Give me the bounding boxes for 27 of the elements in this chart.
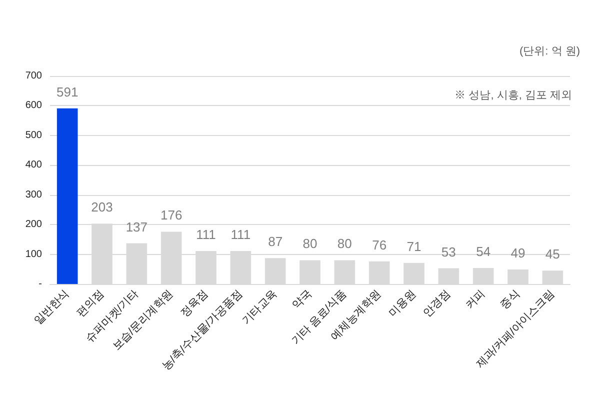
- y-tick-label: 300: [25, 189, 42, 200]
- data-label: 49: [510, 245, 526, 260]
- data-label: 591: [56, 84, 78, 100]
- text: (단위: 억 원): [520, 46, 580, 58]
- data-label: 54: [476, 244, 491, 259]
- y-tick-label: 600: [25, 100, 42, 112]
- data-label: 111: [196, 227, 216, 242]
- data-label: 137: [126, 219, 148, 234]
- y-tick-label: 100: [25, 248, 42, 260]
- y-tick-label: 200: [25, 219, 42, 230]
- annotation: ※ 성남, 시흥, 김포 제외: [454, 90, 572, 102]
- data-label: 80: [337, 236, 352, 252]
- x-tick-label: 약국: [290, 288, 314, 312]
- data-label: 45: [545, 246, 560, 262]
- data-label: 87: [268, 234, 283, 250]
- bar: [56, 108, 78, 284]
- data-label: 80: [302, 236, 318, 252]
- data-label: 176: [160, 208, 182, 223]
- y-tick-label: 500: [25, 130, 42, 141]
- data-label: 203: [91, 200, 113, 215]
- data-label: 53: [441, 244, 456, 260]
- data-label: 76: [372, 237, 387, 252]
- y-tick-label: 700: [25, 70, 42, 82]
- data-label: 71: [406, 238, 422, 254]
- data-label: 111: [230, 227, 251, 242]
- y-tick-label: 400: [25, 160, 42, 171]
- y-tick-label: -: [38, 278, 42, 290]
